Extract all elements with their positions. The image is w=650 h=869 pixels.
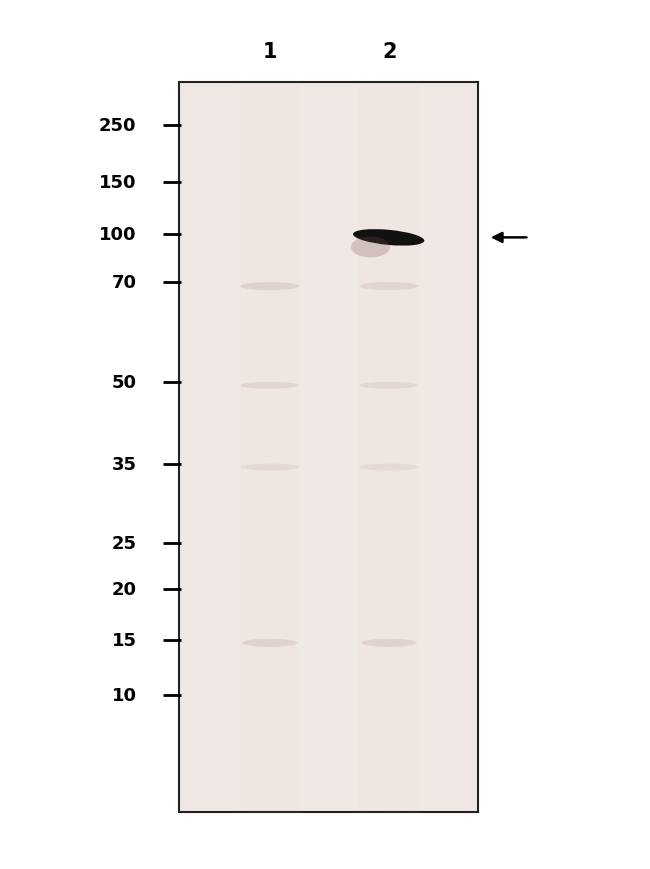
Text: 20: 20 [112,580,136,598]
Ellipse shape [240,464,299,471]
Text: 10: 10 [112,687,136,704]
Ellipse shape [359,282,418,291]
Text: 70: 70 [112,274,136,291]
Text: 250: 250 [99,117,136,135]
Text: 1: 1 [263,43,277,62]
Bar [179,83,478,813]
Text: 50: 50 [112,374,136,391]
Text: 100: 100 [99,226,136,243]
Text: 15: 15 [112,632,136,649]
Text: 150: 150 [99,174,136,191]
Ellipse shape [240,382,299,389]
Ellipse shape [361,639,417,647]
Ellipse shape [242,639,298,647]
Ellipse shape [359,464,418,471]
Text: 2: 2 [383,43,397,62]
Ellipse shape [359,382,418,389]
Ellipse shape [240,282,299,291]
Text: 35: 35 [112,456,136,474]
Ellipse shape [353,230,424,246]
Ellipse shape [351,237,390,258]
Text: 25: 25 [112,534,136,552]
